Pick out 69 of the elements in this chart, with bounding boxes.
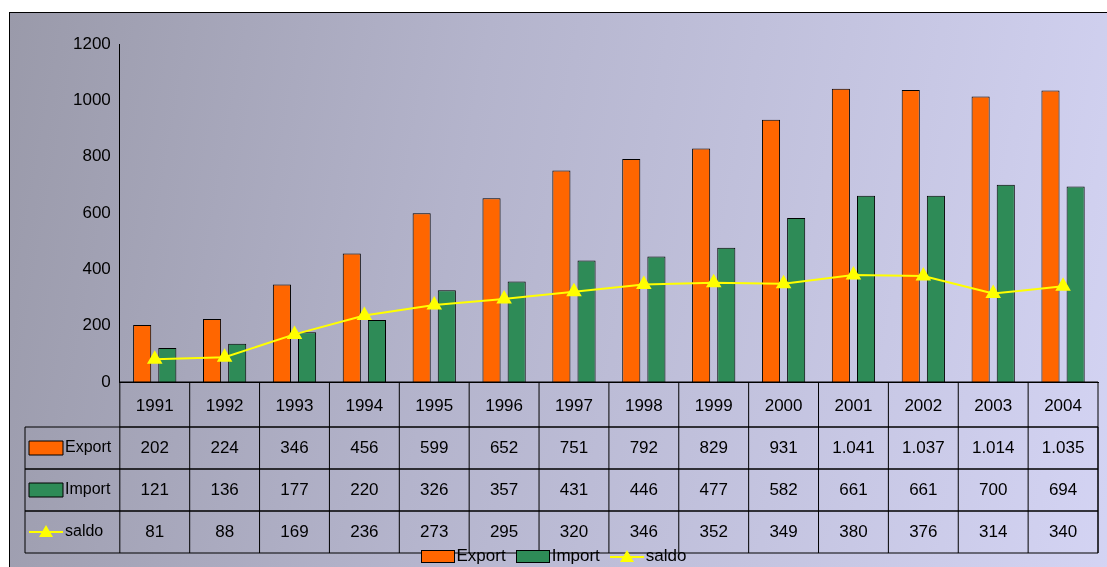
data-label: 700 <box>979 479 1008 499</box>
data-label: 81 <box>145 521 165 541</box>
x-tick-label: 1995 <box>415 395 454 415</box>
data-label: 346 <box>280 437 309 457</box>
x-tick-label: 1996 <box>485 395 524 415</box>
data-label: 169 <box>280 521 309 541</box>
data-label: 314 <box>979 521 1008 541</box>
y-tick-label: 400 <box>82 259 111 279</box>
x-tick-label: 1997 <box>555 395 593 415</box>
data-label: 829 <box>699 437 728 457</box>
data-label: 477 <box>699 479 728 499</box>
x-tick-label: 1994 <box>345 395 384 415</box>
x-tick-label: 2002 <box>904 395 943 415</box>
data-label: 1.035 <box>1041 437 1085 457</box>
data-label: 352 <box>699 521 728 541</box>
data-label: 376 <box>909 521 938 541</box>
data-label: 295 <box>489 521 519 541</box>
x-tick-label: 1993 <box>275 395 314 415</box>
text: Import <box>551 546 600 565</box>
data-label: 652 <box>489 437 519 457</box>
data-label: 1.014 <box>971 437 1015 457</box>
x-tick-label: 2001 <box>834 395 873 415</box>
data-label: 346 <box>629 521 659 541</box>
data-label: 431 <box>559 479 589 499</box>
data-label: 224 <box>210 437 239 457</box>
data-label: 1.037 <box>902 437 945 457</box>
x-tick-label: 2000 <box>764 395 803 415</box>
data-label: 456 <box>350 437 379 457</box>
data-label: 357 <box>489 479 519 499</box>
y-tick-label: 800 <box>82 146 111 166</box>
text: saldo <box>645 546 687 565</box>
data-label: 320 <box>559 521 589 541</box>
data-label: 751 <box>559 437 589 457</box>
x-tick-label: 1998 <box>624 395 663 415</box>
data-label: 1.041 <box>832 437 875 457</box>
legend-label: saldo <box>65 522 104 540</box>
x-tick-label: 2003 <box>974 395 1013 415</box>
x-tick-label: 1999 <box>694 395 733 415</box>
legend-label: Import <box>65 480 111 498</box>
data-label: 582 <box>769 479 798 499</box>
x-tick-label: 2004 <box>1044 395 1082 415</box>
y-tick-label: 600 <box>82 202 111 222</box>
data-label: 136 <box>210 479 239 499</box>
data-label: 599 <box>420 437 449 457</box>
data-label: 273 <box>420 521 449 541</box>
y-tick-label: 0 <box>101 371 111 391</box>
data-label: 661 <box>909 479 938 499</box>
data-label: 121 <box>140 479 169 499</box>
data-label: 349 <box>769 521 798 541</box>
data-label: 177 <box>280 479 309 499</box>
text: Export <box>456 546 506 565</box>
data-label: 380 <box>839 521 868 541</box>
data-label: 88 <box>215 521 235 541</box>
data-label: 326 <box>420 479 449 499</box>
data-label: 236 <box>350 521 379 541</box>
legend-label: Export <box>65 438 112 456</box>
y-tick-label: 200 <box>82 315 111 335</box>
data-label: 202 <box>140 437 169 457</box>
y-tick-label: 1200 <box>72 33 111 53</box>
data-label: 792 <box>629 437 659 457</box>
data-label: 661 <box>839 479 868 499</box>
y-tick-label: 1000 <box>72 90 111 110</box>
data-label: 931 <box>769 437 798 457</box>
x-tick-label: 1991 <box>135 395 174 415</box>
data-label: 220 <box>350 479 379 499</box>
data-label: 694 <box>1048 479 1078 499</box>
x-tick-label: 1992 <box>205 395 244 415</box>
data-label: 446 <box>629 479 659 499</box>
data-label: 340 <box>1048 521 1078 541</box>
